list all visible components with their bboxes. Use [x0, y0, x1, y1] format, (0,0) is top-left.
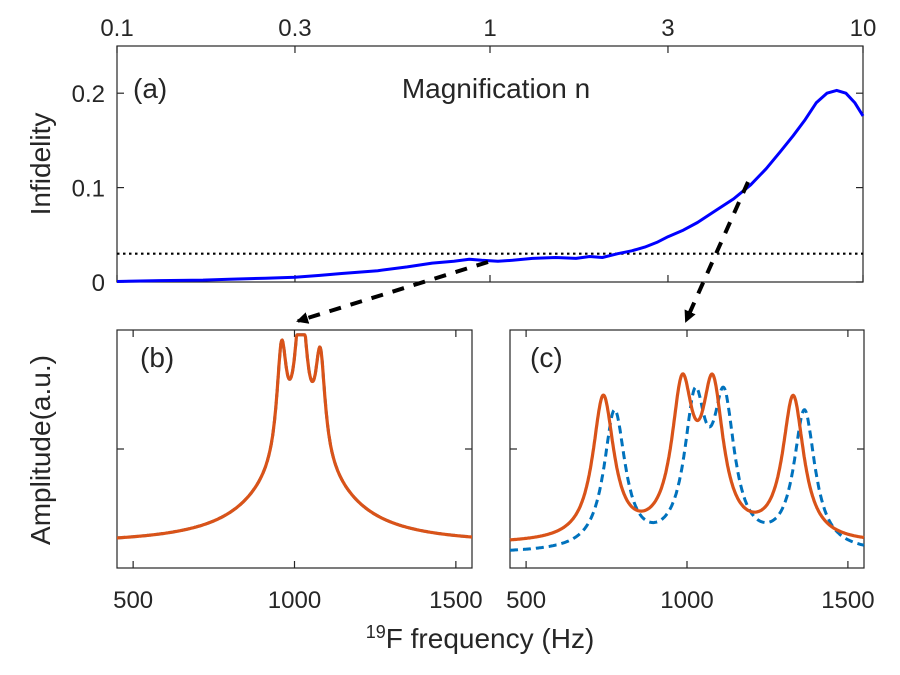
x-tick-label-top: 0.1 [100, 15, 133, 42]
series-line-infidelity [116, 88, 865, 283]
panel-label-a: (a) [133, 73, 167, 104]
series-group-c [509, 372, 866, 552]
ylabel-amplitude: Amplitude(a.u.) [25, 355, 56, 545]
panel-b: 500 1000 1500 (b) Amplitude(a.u.) [25, 329, 483, 614]
y-tick-label: 0 [92, 270, 105, 297]
series-line-simulated [115, 333, 473, 540]
panel-label-b: (b) [140, 342, 174, 373]
arrow-to-panel-c [684, 181, 750, 323]
xlabel-frequency: 19F frequency (Hz) [366, 622, 595, 654]
axis-tick-labels-b: 500 1000 1500 [113, 587, 482, 614]
arrow-to-panel-b [296, 260, 489, 324]
axis-ticks-c [510, 330, 864, 568]
x-tick-label-top: 3 [661, 15, 674, 42]
panel-label-c: (c) [530, 342, 563, 373]
x-tick-label: 1500 [429, 587, 482, 614]
axis-tick-labels-a: 0.1 0.3 1 3 10 0 0.1 0.2 [72, 15, 877, 297]
axis-ticks-b [117, 330, 472, 568]
panel-a: 0.1 0.3 1 3 10 0 0.1 0.2 (a) Magnification n In… [25, 15, 876, 297]
xlabel-text: F frequency (Hz) [386, 623, 595, 654]
y-tick-label: 0.2 [72, 81, 105, 108]
x-tick-label-top: 1 [483, 15, 496, 42]
y-tick-label: 0.1 [72, 176, 105, 203]
magnification-title: Magnification n [402, 73, 590, 104]
panel-c: 500 1000 1500 (c) [506, 329, 875, 614]
x-tick-label-top: 0.3 [278, 15, 311, 42]
ylabel-infidelity: Infidelity [25, 113, 56, 216]
series-line-target [509, 385, 865, 552]
x-tick-label: 1000 [268, 587, 321, 614]
x-tick-label-top: 10 [850, 15, 877, 42]
x-tick-label: 500 [113, 587, 153, 614]
x-tick-label: 1000 [660, 587, 713, 614]
xlabel-superscript: 19 [366, 622, 386, 642]
x-tick-label: 1500 [821, 587, 874, 614]
series-group-b [115, 333, 473, 540]
series-group-a [116, 88, 865, 283]
x-tick-label: 500 [506, 587, 546, 614]
series-line-simulated [509, 372, 866, 542]
axis-tick-labels-c: 500 1000 1500 [506, 587, 875, 614]
axis-box-c [509, 329, 865, 569]
